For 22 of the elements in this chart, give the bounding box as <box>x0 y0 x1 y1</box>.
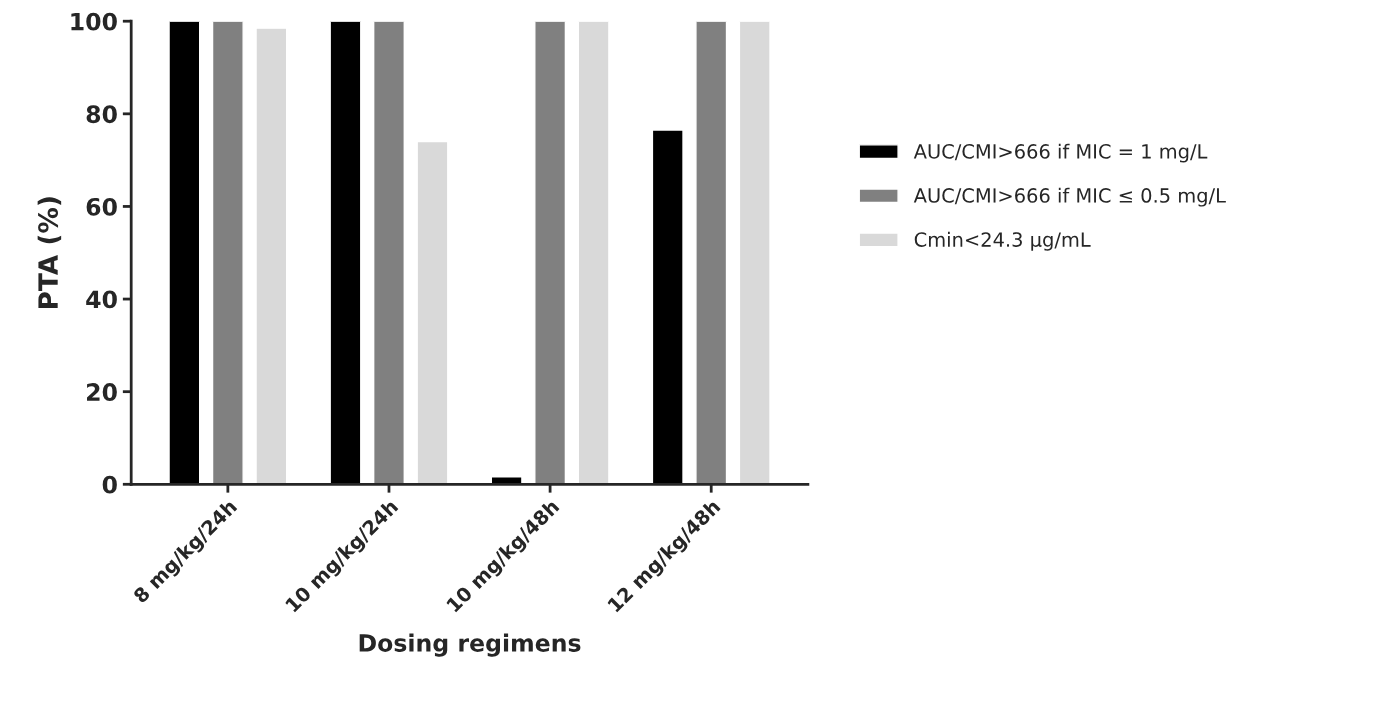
bar <box>255 27 288 485</box>
bar <box>329 21 362 485</box>
bar <box>416 140 449 485</box>
y-tick-label: 40 <box>86 290 117 309</box>
bar <box>695 21 728 485</box>
y-tick-label: 100 <box>71 12 117 31</box>
y-axis-title: PTA (%) <box>37 197 62 309</box>
bar <box>534 21 567 485</box>
bar <box>738 21 771 485</box>
x-axis-title: Dosing regimens <box>359 633 581 657</box>
y-tick-label: 60 <box>86 197 117 216</box>
legend-label: AUC/CMI>666 if MIC ≤ 0.5 mg/L <box>913 187 1226 207</box>
y-tick-label: 80 <box>86 105 117 124</box>
bar <box>168 21 201 485</box>
legend-label: Cmin<24.3 μg/mL <box>914 231 1091 251</box>
bar <box>651 129 684 485</box>
bar <box>577 21 610 485</box>
bar <box>211 21 244 485</box>
y-tick-label: 0 <box>102 475 117 494</box>
bar <box>372 21 405 485</box>
legend-label: AUC/CMI>666 if MIC = 1 mg/L <box>913 143 1208 163</box>
y-tick-label: 20 <box>87 383 117 401</box>
